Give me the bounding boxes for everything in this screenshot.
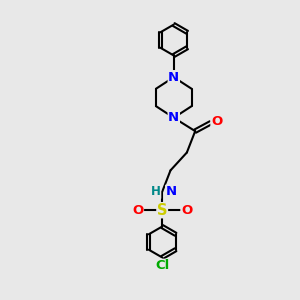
Text: O: O	[181, 204, 192, 217]
Text: O: O	[211, 115, 222, 128]
Text: O: O	[132, 204, 143, 217]
Text: Cl: Cl	[155, 259, 169, 272]
Text: N: N	[168, 111, 179, 124]
Text: S: S	[157, 203, 167, 218]
Text: N: N	[168, 71, 179, 84]
Text: H: H	[151, 185, 161, 198]
Text: N: N	[166, 185, 177, 198]
